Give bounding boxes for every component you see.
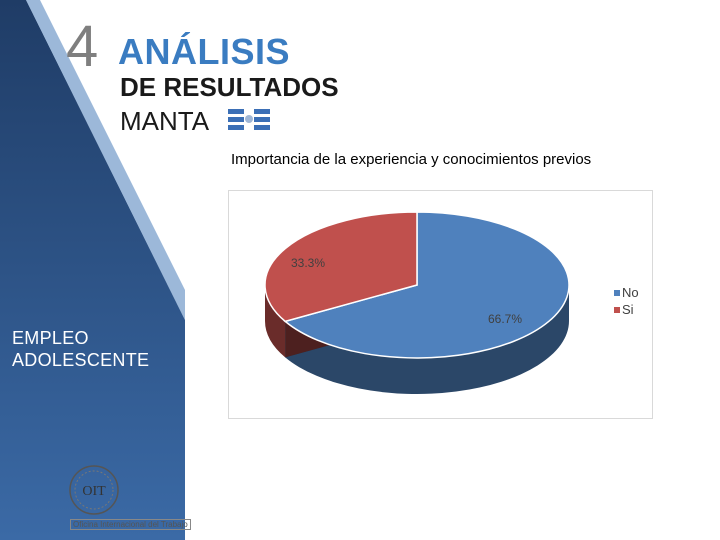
- legend-label-si: Si: [622, 302, 634, 317]
- section-number: 4: [66, 14, 99, 79]
- title-manta: MANTA: [120, 106, 210, 136]
- side-caption-line2: ADOLESCENTE: [12, 350, 150, 370]
- legend-swatch-si: [614, 306, 620, 313]
- legend-swatch-no: [614, 289, 620, 296]
- chart-title: Importancia de la experiencia y conocimi…: [231, 151, 592, 168]
- legend-label-no: No: [622, 285, 639, 300]
- pie-side-si-0: [265, 285, 286, 358]
- flag-icon: [228, 109, 270, 130]
- pie-side-no-0: [285, 285, 569, 394]
- pie-slice-si: [264, 211, 418, 323]
- legend-item-no: No: [614, 284, 639, 301]
- pie-slice-no: [283, 211, 570, 359]
- side-caption: EMPLEO ADOLESCENTE: [12, 327, 149, 371]
- data-label-no: 66.7%: [488, 312, 523, 326]
- title-resultados: DE RESULTADOS: [120, 72, 339, 102]
- svg-text:OIT: OIT: [82, 484, 106, 499]
- oit-logo-icon: OIT: [69, 465, 119, 515]
- legend-item-si: Si: [614, 301, 639, 318]
- chart-legend: No Si: [614, 284, 639, 318]
- side-caption-line1: EMPLEO: [12, 328, 89, 348]
- logo-caption: Oficina Internacional del Trabajo: [70, 519, 191, 530]
- title-analisis: ANÁLISIS: [118, 31, 291, 72]
- data-label-si: 33.3%: [291, 256, 326, 270]
